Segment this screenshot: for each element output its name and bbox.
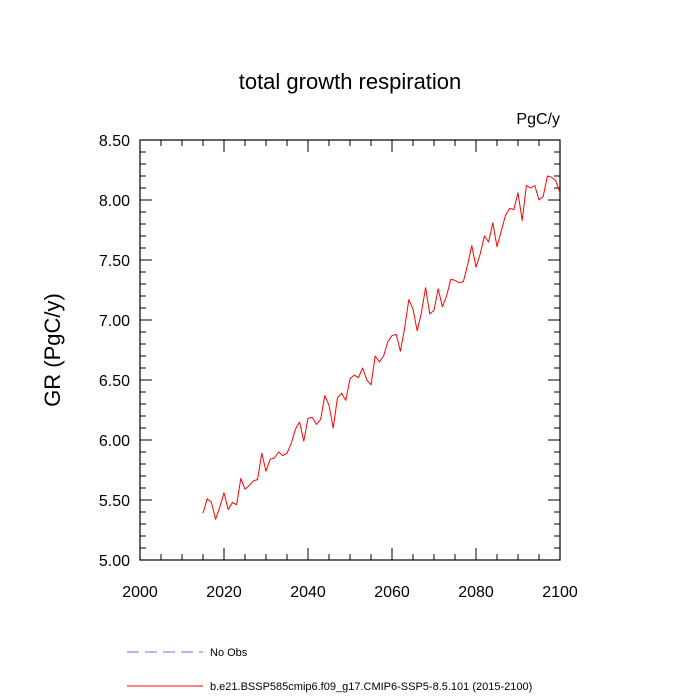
y-tick-label: 7.50 xyxy=(99,253,130,270)
y-tick-label: 6.50 xyxy=(99,373,130,390)
x-tick-label: 2100 xyxy=(542,584,578,601)
x-tick-label: 2000 xyxy=(122,584,158,601)
legend-label: b.e21.BSSP585cmip6.f09_g17.CMIP6-SSP5-8.… xyxy=(210,681,532,693)
x-tick-label: 2020 xyxy=(206,584,242,601)
y-axis-label: GR (PgC/y) xyxy=(40,293,65,407)
y-tick-label: 8.50 xyxy=(99,133,130,150)
plot-border xyxy=(139,139,561,561)
series-line xyxy=(202,175,561,520)
y-tick-label: 6.00 xyxy=(99,433,130,450)
y-tick-label: 5.00 xyxy=(99,553,130,570)
y-axis: 5.00 5.50 6.00 6.50 7.00 7.50 8.00 8.50 xyxy=(99,133,560,570)
x-tick-label: 2080 xyxy=(458,584,494,601)
chart-units: PgC/y xyxy=(516,111,560,128)
x-axis: 2000 2020 2040 2060 2080 2100 xyxy=(122,140,578,601)
series-layer xyxy=(202,175,561,520)
x-tick-label: 2060 xyxy=(374,584,410,601)
plot-frame xyxy=(139,139,561,561)
y-tick-label: 8.00 xyxy=(99,193,130,210)
legend: No Obs b.e21.BSSP585cmip6.f09_g17.CMIP6-S… xyxy=(127,647,532,693)
y-tick-label: 5.50 xyxy=(99,493,130,510)
x-tick-label: 2040 xyxy=(290,584,326,601)
y-tick-label: 7.00 xyxy=(99,313,130,330)
chart-title: total growth respiration xyxy=(239,69,462,94)
legend-label: No Obs xyxy=(210,647,248,659)
